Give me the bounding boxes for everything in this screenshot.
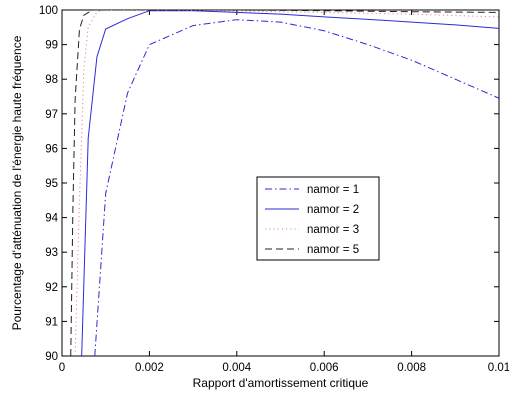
x-tick-label: 0.006 [310, 362, 339, 374]
y-tick-label: 94 [45, 213, 58, 225]
legend: namor = 1 namor = 2 namor = 3 namor = 5 [256, 176, 380, 261]
y-tick-label: 92 [45, 282, 58, 294]
y-tick-label: 97 [45, 109, 58, 121]
ticks [61, 9, 500, 357]
series-line-2 [81, 10, 499, 356]
x-tick-label: 0.01 [488, 362, 509, 374]
y-tick-label: 91 [45, 316, 58, 328]
series-line-4 [70, 10, 499, 356]
tick-labels: 0 0.002 0.004 0.006 0.008 0.01 90 91 92 93 94 95 96 9… [39, 5, 509, 374]
y-tick-label: 100 [39, 5, 58, 17]
x-tick-label: 0.008 [397, 362, 426, 374]
legend-label-1: namor = 1 [307, 184, 359, 196]
x-tick-label: 0 [59, 362, 65, 374]
x-axis-label: Rapport d'amortissement critique [193, 376, 369, 390]
series-lines [70, 10, 499, 356]
plot-area [70, 10, 499, 356]
y-axis-label: Pourcentage d'atténuation de l'énergie h… [10, 35, 24, 330]
y-tick-label: 93 [45, 247, 58, 259]
legend-label-3: namor = 3 [307, 224, 359, 236]
legend-label-2: namor = 2 [307, 204, 359, 216]
series-line-1 [94, 19, 499, 356]
y-tick-label: 99 [45, 40, 58, 52]
legend-label-4: namor = 5 [307, 244, 359, 256]
legend-box [256, 176, 380, 261]
y-tick-label: 90 [45, 351, 58, 363]
x-tick-label: 0.004 [222, 362, 251, 374]
y-tick-label: 98 [45, 74, 58, 86]
x-tick-label: 0.002 [135, 362, 164, 374]
y-tick-label: 95 [45, 178, 58, 190]
y-tick-label: 96 [45, 143, 58, 155]
